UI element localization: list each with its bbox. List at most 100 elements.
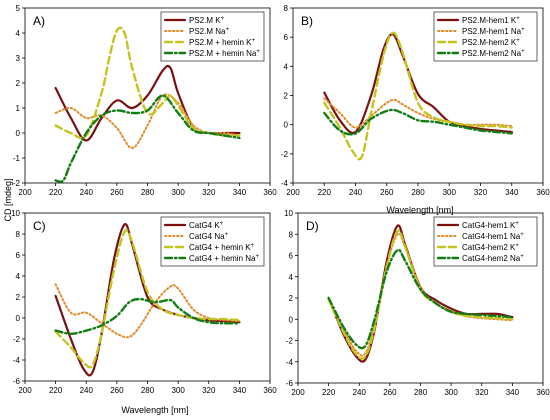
legend-entry: CatG4 + hemin Na+ (189, 254, 259, 263)
x-tick-label: 280 (141, 188, 155, 197)
x-tick-label: 220 (49, 188, 63, 197)
y-tick-label: -2 (13, 179, 21, 188)
panel-label: C) (33, 219, 46, 233)
y-tick-label: 10 (11, 209, 20, 218)
x-tick-label: 360 (263, 386, 277, 395)
series-line-3 (323, 31, 513, 161)
x-tick-label: 200 (286, 188, 300, 197)
x-tick-label: 200 (291, 388, 305, 397)
x-tick-label: 240 (80, 386, 94, 395)
legend-entry: CatG4 K+ (189, 221, 224, 230)
x-tick-label: 200 (18, 386, 32, 395)
legend-superscript: + (515, 221, 519, 227)
x-tick-label: 240 (80, 188, 94, 197)
legend: CatG4-hem1 K+ CatG4-hem1 Na+ CatG4-hem2 K+… (433, 216, 538, 267)
x-axis-title-top: Wavelength [nm] (386, 205, 453, 215)
series-line-4 (323, 108, 513, 136)
legend-entry: PS2.M + hemin K+ (189, 38, 255, 47)
x-tick-label: 300 (444, 388, 458, 397)
x-tick-label: 260 (110, 386, 124, 395)
legend-entry: PS2.M-hem1 Na+ (462, 27, 525, 36)
x-tick-label: 260 (383, 388, 397, 397)
legend: CatG4 K+ CatG4 Na+ CatG4 + hemin K+ CatG4 +… (160, 216, 265, 267)
y-tick-label: 5 (16, 4, 21, 13)
y-tick-label: 10 (284, 209, 293, 218)
y-tick-label: 0 (16, 129, 21, 138)
y-tick-label: 2 (284, 92, 289, 101)
x-tick-label: 220 (49, 386, 63, 395)
y-tick-label: -4 (13, 356, 21, 365)
series-line-4 (327, 248, 514, 350)
legend-entry: PS2.M Na+ (189, 27, 229, 36)
legend-entry: CatG4-hem2 K+ (462, 243, 519, 252)
x-tick-label: 280 (411, 188, 425, 197)
series-line-3 (327, 229, 514, 360)
y-tick-label: 8 (284, 4, 289, 13)
x-tick-label: 320 (202, 386, 216, 395)
y-axis-title: CD [mdeg] (3, 178, 13, 221)
y-tick-label: 4 (289, 273, 294, 282)
legend-entry: CatG4 + hemin K+ (189, 243, 255, 252)
y-tick-label: 6 (289, 252, 294, 261)
x-tick-label: 260 (380, 188, 394, 197)
y-tick-label: 8 (289, 230, 294, 239)
panel-label: B) (301, 14, 313, 28)
legend-entry: CatG4-hem1 Na+ (462, 232, 524, 241)
series-line-1 (54, 64, 241, 142)
panel-2: 200 220 240 260 280 300 320 340 360 -4 -2 0 2 4 6 8 B) PS… (281, 4, 550, 197)
y-tick-label: 4 (284, 62, 289, 71)
legend-superscript: + (516, 16, 520, 22)
legend-superscript: + (220, 221, 224, 227)
x-tick-label: 300 (171, 386, 185, 395)
legend-superscript: + (221, 16, 225, 22)
x-tick-label: 340 (233, 386, 247, 395)
x-tick-label: 340 (505, 188, 519, 197)
y-tick-label: -6 (13, 377, 21, 386)
legend-superscript: + (251, 243, 255, 249)
legend-superscript: + (256, 49, 260, 55)
legend-entry: CatG4-hem1 K+ (462, 221, 519, 230)
legend: PS2.M-hem1 K+ PS2.M-hem1 Na+ PS2.M-hem2 K+… (433, 11, 538, 62)
y-tick-label: 0 (284, 121, 289, 130)
panel-label: D) (306, 219, 319, 233)
legend-entry: PS2.M-hem2 K+ (462, 38, 520, 47)
y-tick-label: 4 (16, 272, 21, 281)
legend-entry: CatG4-hem2 Na+ (462, 254, 524, 263)
y-tick-label: 4 (16, 29, 21, 38)
x-tick-label: 280 (414, 388, 428, 397)
y-tick-label: -2 (286, 337, 294, 346)
legend-entry: PS2.M-hem1 K+ (462, 16, 520, 25)
panel-3: 200 220 240 260 280 300 320 340 360 -6 -4 -2 0 2 4 6 8 10… (11, 209, 277, 395)
x-tick-label: 300 (171, 188, 185, 197)
series-line-4 (54, 297, 241, 335)
y-tick-label: 6 (284, 33, 289, 42)
series-line-2 (323, 97, 513, 129)
x-tick-label: 320 (474, 188, 488, 197)
x-tick-label: 280 (141, 386, 155, 395)
x-tick-label: 340 (233, 188, 247, 197)
legend-superscript: + (225, 232, 229, 238)
x-tick-label: 260 (110, 188, 124, 197)
x-tick-label: 360 (263, 188, 277, 197)
y-tick-label: 2 (289, 294, 294, 303)
panel-1: 200 220 240 260 280 300 320 340 360 -2 -1 0 1 2 3 4 5 A) P… (13, 4, 277, 197)
x-tick-label: 360 (536, 388, 550, 397)
panel-4: 200 220 240 260 280 300 320 340 360 -6 -4 -2 0 2 4 6 8 10… (284, 209, 550, 397)
y-tick-label: 6 (16, 251, 21, 260)
series-line-2 (54, 283, 241, 339)
legend-superscript: + (516, 38, 520, 44)
legend-entry: CatG4 Na+ (189, 232, 229, 241)
panel-label: A) (33, 14, 45, 28)
y-tick-label: -1 (13, 154, 21, 163)
y-tick-label: 2 (16, 79, 21, 88)
legend: PS2.M K+ PS2.M Na+ PS2.M + hemin K+ PS2.M +… (160, 11, 265, 62)
legend-superscript: + (520, 232, 524, 238)
x-tick-label: 340 (506, 388, 520, 397)
series-line-4 (54, 94, 241, 183)
x-tick-label: 320 (475, 388, 489, 397)
y-tick-label: -4 (286, 358, 294, 367)
legend-entry: PS2.M-hem2 Na+ (462, 49, 525, 58)
x-axis-title-bottom: Wavelength [nm] (121, 405, 188, 415)
